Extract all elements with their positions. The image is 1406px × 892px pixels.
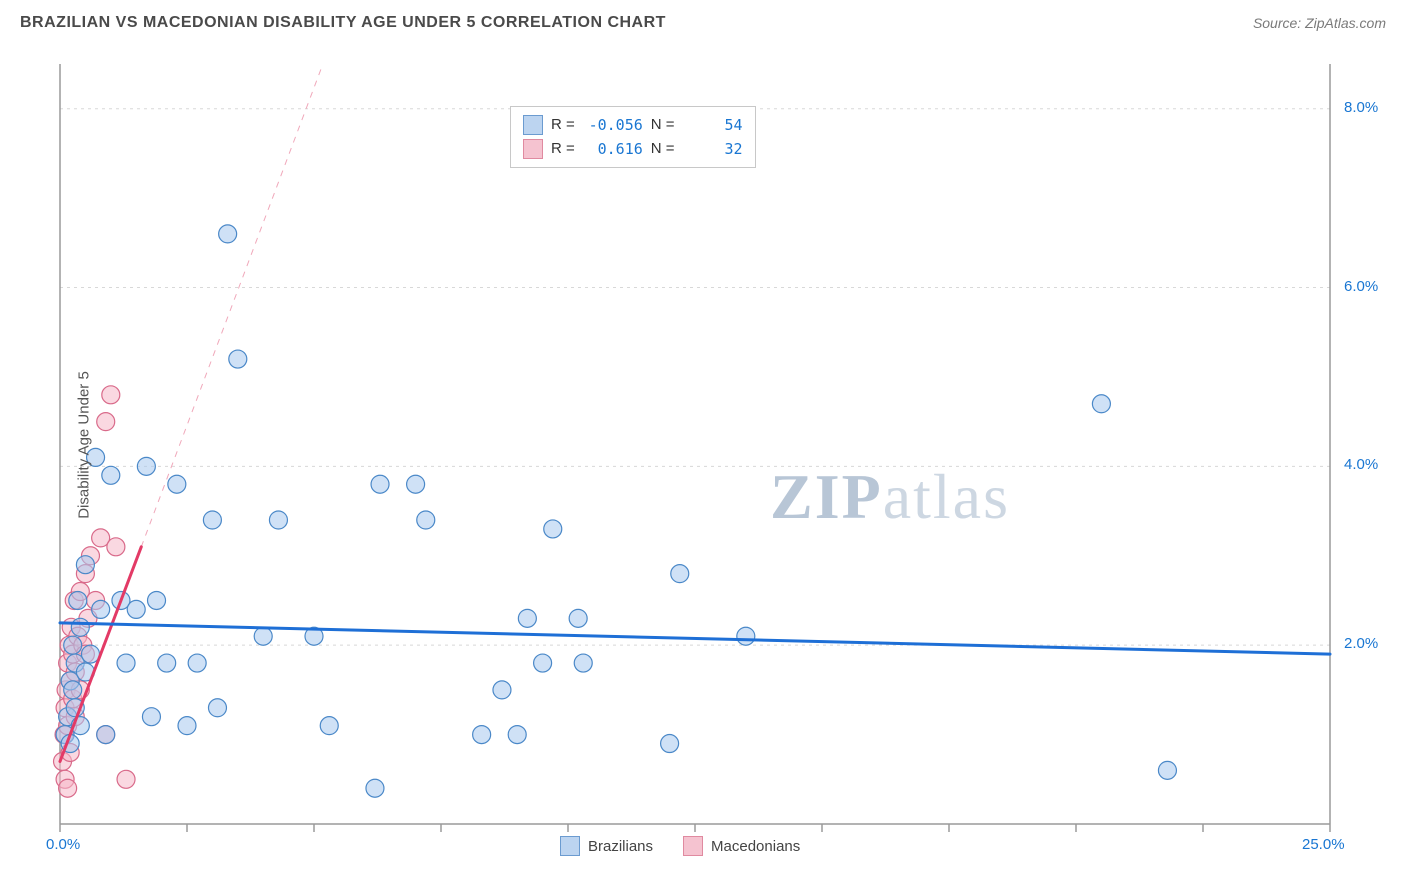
r-label: R = (551, 137, 575, 161)
scatter-chart (50, 50, 1386, 840)
brazilians-swatch-icon (523, 115, 543, 135)
y-tick-label: 2.0% (1344, 635, 1378, 652)
macedonians-swatch-icon (683, 836, 703, 856)
n-value: 32 (683, 137, 743, 161)
chart-area: Disability Age Under 5 ZIPatlas R = -0.0… (50, 50, 1386, 840)
y-axis-label: Disability Age Under 5 (75, 371, 92, 519)
stats-row-macedonians: R = 0.616 N = 32 (523, 137, 743, 161)
legend-item-brazilians: Brazilians (560, 836, 653, 856)
x-axis-max-label: 25.0% (1302, 836, 1345, 853)
r-value: 0.616 (583, 137, 643, 161)
legend-label: Macedonians (711, 838, 800, 855)
y-tick-label: 4.0% (1344, 456, 1378, 473)
chart-title: BRAZILIAN VS MACEDONIAN DISABILITY AGE U… (20, 14, 666, 32)
brazilians-swatch-icon (560, 836, 580, 856)
x-axis-min-label: 0.0% (46, 836, 80, 853)
r-label: R = (551, 113, 575, 137)
stats-row-brazilians: R = -0.056 N = 54 (523, 113, 743, 137)
legend-label: Brazilians (588, 838, 653, 855)
macedonians-swatch-icon (523, 139, 543, 159)
legend-item-macedonians: Macedonians (683, 836, 800, 856)
n-label: N = (651, 113, 675, 137)
y-tick-label: 6.0% (1344, 278, 1378, 295)
legend: Brazilians Macedonians (560, 836, 800, 856)
r-value: -0.056 (583, 113, 643, 137)
n-value: 54 (683, 113, 743, 137)
y-tick-label: 8.0% (1344, 99, 1378, 116)
source-label: Source: ZipAtlas.com (1253, 15, 1386, 31)
n-label: N = (651, 137, 675, 161)
stats-box: R = -0.056 N = 54 R = 0.616 N = 32 (510, 106, 756, 168)
